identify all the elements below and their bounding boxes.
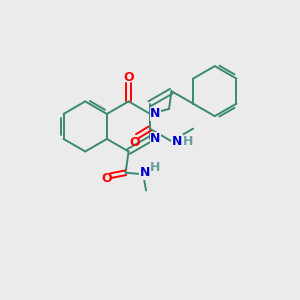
Text: N: N: [150, 133, 161, 146]
Text: N: N: [172, 135, 182, 148]
Text: O: O: [101, 172, 112, 185]
Text: N: N: [150, 107, 161, 120]
Text: O: O: [123, 71, 134, 84]
Text: H: H: [150, 161, 161, 174]
Text: N: N: [140, 166, 150, 179]
Text: O: O: [129, 136, 140, 148]
Text: H: H: [183, 135, 194, 148]
